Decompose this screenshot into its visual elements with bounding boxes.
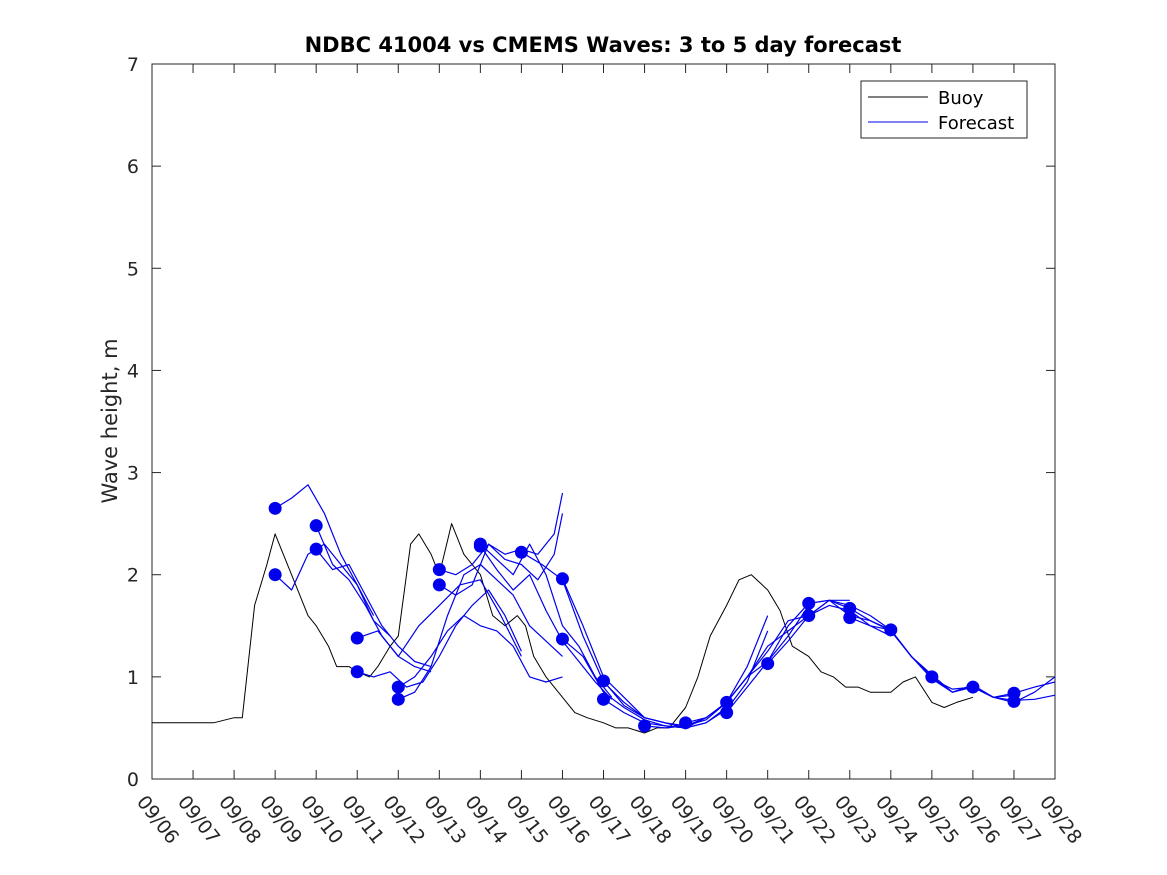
- forecast-marker-5: [350, 631, 364, 645]
- forecast-marker-1: [268, 501, 282, 515]
- x-tick-label-0: 09/06: [132, 792, 183, 849]
- x-tick-label-7: 09/13: [419, 792, 470, 849]
- forecast-marker-13: [514, 545, 528, 559]
- forecast-marker-7: [391, 680, 405, 694]
- x-tick-label-11: 09/17: [584, 792, 635, 849]
- x-tick-label-8: 09/14: [460, 792, 511, 849]
- forecast-marker-23: [802, 596, 816, 610]
- y-tick-label-7: 7: [127, 54, 139, 76]
- buoy-line: [152, 523, 974, 734]
- forecast-marker-28: [925, 670, 939, 684]
- forecast-marker-19: [679, 716, 693, 730]
- forecast-marker-26: [843, 611, 857, 625]
- forecast-marker-14: [555, 572, 569, 586]
- plot-area: [151, 63, 1056, 780]
- x-tick-label-13: 09/19: [666, 792, 717, 849]
- forecast-marker-4: [309, 542, 323, 556]
- forecast-marker-10: [432, 578, 446, 592]
- y-tick-label-5: 5: [127, 258, 139, 280]
- x-tick-label-14: 09/20: [707, 792, 758, 849]
- x-tick-label-1: 09/07: [173, 792, 224, 849]
- forecast-line-3: [315, 525, 432, 673]
- forecast-marker-18: [638, 719, 652, 733]
- forecast-line-7: [397, 614, 563, 688]
- x-tick-label-12: 09/18: [625, 792, 676, 849]
- forecast-marker-17: [597, 692, 610, 706]
- legend-box: [860, 80, 1028, 139]
- x-tick-label-20: 09/26: [953, 792, 1004, 849]
- y-tick-label-6: 6: [127, 156, 139, 178]
- x-tick-label-18: 09/24: [871, 792, 922, 849]
- y-axis-label: Wave height, m: [98, 338, 122, 503]
- forecast-series: [274, 484, 1056, 729]
- forecast-marker-2: [268, 568, 282, 582]
- chart-legend: Buoy Forecast: [860, 80, 1028, 139]
- forecast-marker-20: [720, 695, 734, 709]
- forecast-markers: [268, 501, 1021, 733]
- x-tick-label-4: 09/10: [296, 792, 347, 849]
- forecast-marker-8: [391, 692, 405, 706]
- forecast-line-4: [315, 548, 432, 668]
- forecast-marker-29: [966, 680, 980, 694]
- x-tick-label-19: 09/25: [912, 792, 963, 849]
- forecast-marker-25: [843, 601, 857, 615]
- x-tick-label-5: 09/11: [337, 792, 388, 849]
- x-tick-label-10: 09/16: [543, 792, 594, 849]
- forecast-line-11: [479, 543, 613, 698]
- forecast-marker-12: [473, 539, 487, 553]
- forecast-marker-22: [761, 657, 775, 671]
- forecast-line-6: [357, 589, 522, 688]
- forecast-line-12: [479, 545, 613, 700]
- forecast-line-9: [439, 492, 564, 576]
- x-tick-label-17: 09/23: [830, 792, 881, 849]
- forecast-marker-31: [1007, 694, 1021, 708]
- x-tick-label-16: 09/22: [789, 792, 840, 849]
- forecast-marker-27: [884, 623, 898, 637]
- forecast-marker-9: [432, 563, 446, 577]
- legend-buoy-label: Buoy: [938, 88, 984, 109]
- x-tick-label-6: 09/12: [378, 792, 429, 849]
- y-tick-label-2: 2: [127, 565, 139, 587]
- y-tick-label-1: 1: [127, 667, 139, 689]
- buoy-series: [152, 523, 974, 734]
- x-tick-label-9: 09/15: [501, 792, 552, 849]
- forecast-marker-21: [720, 706, 734, 720]
- forecast-marker-24: [802, 609, 816, 623]
- forecast-marker-15: [555, 632, 569, 646]
- y-tick-label-0: 0: [127, 769, 139, 791]
- forecast-marker-3: [309, 519, 323, 533]
- forecast-line-10: [438, 513, 564, 596]
- x-tick-label-15: 09/21: [748, 792, 799, 849]
- forecast-line-5: [357, 579, 522, 658]
- forecast-marker-6: [350, 665, 364, 679]
- y-tick-label-4: 4: [127, 360, 139, 382]
- chart-title: NDBC 41004 vs CMEMS Waves: 3 to 5 day fo…: [305, 33, 902, 57]
- forecast-marker-16: [597, 674, 610, 688]
- x-tick-label-22: 09/28: [1035, 792, 1086, 849]
- x-tick-label-3: 09/09: [255, 792, 306, 849]
- x-tick-label-21: 09/27: [994, 792, 1045, 849]
- legend-forecast-label: Forecast: [938, 113, 1014, 134]
- x-tick-label-2: 09/08: [214, 792, 265, 849]
- y-tick-label-3: 3: [127, 463, 139, 485]
